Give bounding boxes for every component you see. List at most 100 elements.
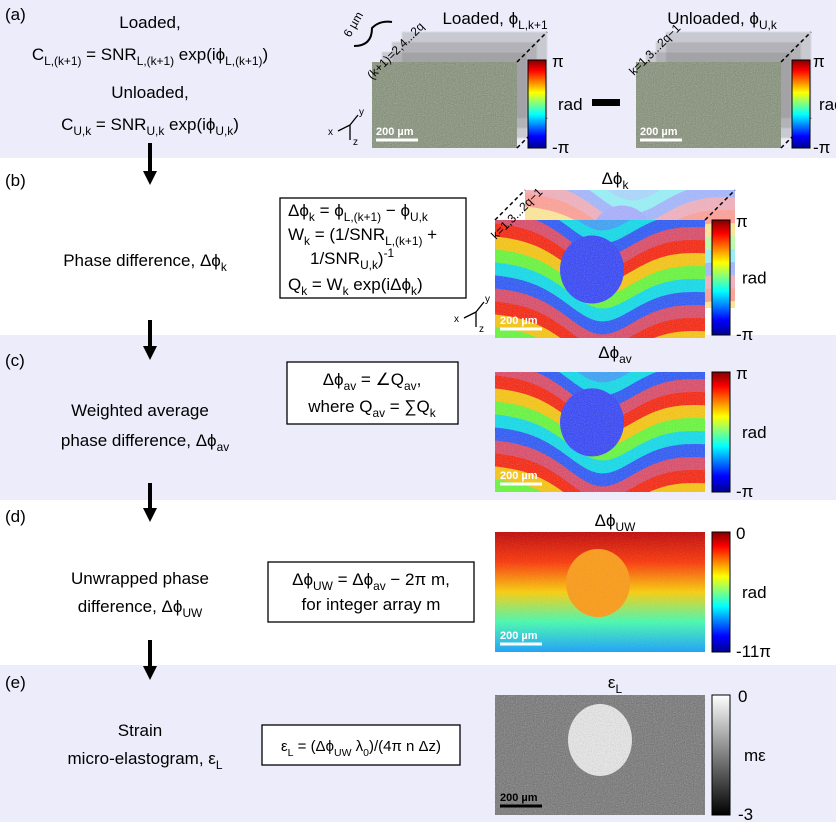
colorbar-label: 0 (738, 687, 747, 706)
text-segment: UW (616, 520, 637, 534)
colorbar-label: π (736, 212, 748, 231)
text-segment: L,k+1 (518, 18, 548, 32)
description: Loaded, (119, 13, 180, 32)
text-segment: = ∠Q (356, 370, 404, 389)
text-segment: exp(iΔϕ (349, 275, 411, 294)
text-segment: av (217, 440, 230, 454)
scale-label: 200 µm (376, 126, 414, 138)
text-segment: UW (313, 579, 334, 593)
text-segment: k (221, 260, 227, 274)
text-segment: L (216, 758, 223, 772)
text-segment: − 2π m, (386, 570, 450, 589)
colorbar (712, 220, 730, 335)
text-segment: Q (288, 275, 301, 294)
text-segment: + (422, 225, 437, 244)
colorbar-label: -π (813, 138, 830, 157)
text-segment: av (404, 379, 417, 393)
colorbar-label: rad (558, 95, 583, 114)
image-title: Δϕk (602, 169, 629, 192)
text-segment: av (373, 579, 386, 593)
colorbar-label: -3 (738, 805, 753, 822)
axis-label: x (454, 314, 459, 325)
text-segment: L,(k+1) (44, 54, 81, 68)
arrow-head (143, 508, 157, 522)
text-segment: where Q (307, 397, 372, 416)
axis-label: z (479, 324, 484, 335)
text-segment: U,k (215, 124, 233, 138)
text-segment: L,(k+1) (225, 54, 262, 68)
text-segment: U,k (759, 18, 777, 32)
panel-label: (c) (5, 351, 25, 370)
text-segment: av (373, 406, 386, 420)
panel-label: (b) (5, 171, 26, 190)
colorbar-label: π (552, 52, 564, 71)
description: Phase difference, Δϕk (63, 251, 227, 274)
text-segment: Δϕ (292, 570, 313, 589)
text-segment: Loaded, ϕ (442, 9, 518, 28)
text-segment: Δϕ (598, 343, 619, 362)
minus-bar (592, 99, 620, 106)
text-segment: L (615, 682, 622, 696)
text-segment: Unwrapped phase (71, 569, 209, 588)
text-segment: U,k (360, 258, 378, 272)
image-title: ΔϕUW (595, 511, 636, 534)
text-segment: Δϕ (288, 201, 309, 220)
text-segment: av (619, 352, 632, 366)
colorbar (528, 60, 546, 148)
text-segment: k (622, 178, 628, 192)
scale-label: 200 µm (500, 470, 538, 482)
text-segment: for integer array m (302, 595, 441, 614)
text-segment: UW (334, 747, 352, 759)
description: Unloaded, (111, 83, 189, 102)
axis-label: x (328, 127, 333, 138)
colorbar-label: π (736, 364, 748, 383)
figure: (a)Loaded,CL,(k+1) = SNRL,(k+1) exp(iϕL,… (0, 0, 836, 822)
text-segment: Weighted average (71, 401, 209, 420)
colorbar-label: 0 (736, 524, 745, 543)
text-segment: U,k (146, 124, 164, 138)
text-segment: = (Δϕ (293, 738, 334, 755)
arrow-head (143, 171, 157, 185)
text-segment: Unloaded, (111, 83, 189, 102)
axis-label: z (353, 137, 358, 148)
colorbar-label: -π (736, 482, 753, 501)
text-segment: av (344, 379, 357, 393)
panel-label: (a) (5, 5, 26, 24)
colorbar-label: -π (552, 138, 569, 157)
text-segment: Δϕ (323, 370, 344, 389)
colorbar-label: π (813, 52, 825, 71)
text-segment: = (1/SNR (310, 225, 385, 244)
text-segment: = Δϕ (333, 570, 373, 589)
text-segment: Δϕ (602, 169, 623, 188)
text-segment: Δϕ (595, 511, 616, 530)
text-segment: UW (182, 606, 203, 620)
text-segment: )/(4π n Δz) (369, 738, 441, 755)
text-segment: difference, Δϕ (78, 597, 183, 616)
text-segment: Phase difference, Δϕ (63, 251, 221, 270)
text-segment: exp(iϕ (164, 115, 215, 134)
text-segment: phase difference, Δϕ (61, 431, 217, 450)
text-segment: ) (263, 45, 269, 64)
text-segment: ) (233, 115, 239, 134)
colorbar (712, 532, 730, 652)
axis-label: y (485, 294, 490, 305)
text-segment: = SNR (81, 45, 136, 64)
colorbar (792, 60, 810, 148)
panel-label: (d) (5, 507, 26, 526)
text-segment: Unloaded, ϕ (667, 9, 759, 28)
colorbar-label: -π (736, 325, 753, 344)
text-segment: -1 (384, 246, 395, 260)
colorbar-label: -11π (736, 642, 771, 661)
text-segment: ) (417, 275, 423, 294)
text-segment: exp(iϕ (174, 45, 225, 64)
axis-label: y (359, 107, 364, 118)
text-segment: C (61, 115, 73, 134)
text-segment: L,(k+1) (137, 54, 174, 68)
description: Weighted average (71, 401, 209, 420)
text-segment: , (417, 370, 422, 389)
text-segment: C (32, 45, 44, 64)
description: Unwrapped phase (71, 569, 209, 588)
colorbar-label: rad (742, 269, 767, 288)
text-segment: = W (307, 275, 342, 294)
text-segment: Strain (118, 721, 162, 740)
